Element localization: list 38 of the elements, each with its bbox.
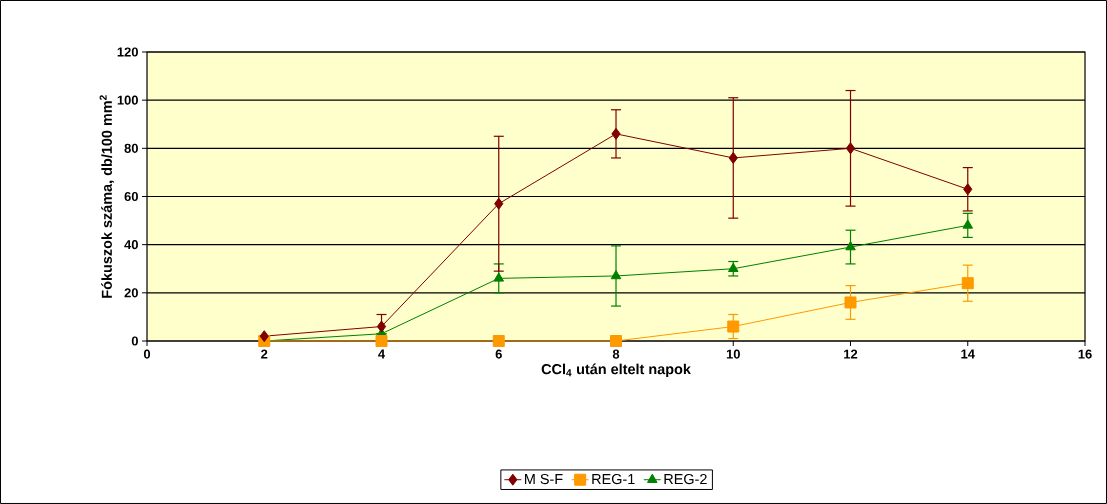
y-tick-label: 20 — [124, 288, 138, 298]
point — [844, 296, 857, 309]
x-tick-label: 16 — [1078, 349, 1092, 359]
y-tick-label: 120 — [117, 47, 138, 57]
point — [963, 183, 973, 196]
x-axis-title: CCl$_{4}$ után eltelt napok — [541, 363, 691, 378]
x-tick-label: 12 — [844, 349, 858, 359]
x-tick-label: 0 — [143, 349, 151, 359]
point — [610, 269, 622, 280]
point — [376, 320, 387, 333]
y-tick-label: 100 — [117, 95, 138, 105]
y-tick-label: 40 — [124, 240, 138, 250]
point — [494, 197, 504, 210]
y-tick-label: 0 — [131, 336, 138, 346]
x-tick-label: 14 — [961, 349, 975, 359]
y-tick-label: 80 — [124, 143, 138, 153]
x-tick-label: 10 — [726, 349, 740, 359]
x-tick-label: 6 — [495, 349, 502, 359]
point — [610, 334, 623, 347]
point — [259, 330, 269, 343]
point — [728, 151, 738, 164]
x-tick-label: 2 — [261, 349, 268, 359]
y-tick-label: 60 — [124, 191, 138, 202]
x-tick-label: 8 — [612, 349, 620, 359]
legend-label: REG-1 — [592, 473, 635, 485]
x-tick-label: 4 — [378, 349, 386, 359]
point — [727, 320, 740, 333]
point — [845, 142, 856, 155]
point — [492, 334, 505, 347]
point — [375, 334, 388, 347]
point — [845, 241, 856, 251]
point — [961, 277, 974, 290]
point — [493, 272, 505, 282]
point — [962, 219, 974, 229]
legend-label: M S-F — [525, 473, 563, 485]
y-axis-title: Fókuszok száma, db/100 mm$^{2}$ — [99, 95, 115, 298]
point — [611, 127, 621, 140]
legend-label: REG-2 — [664, 473, 707, 485]
